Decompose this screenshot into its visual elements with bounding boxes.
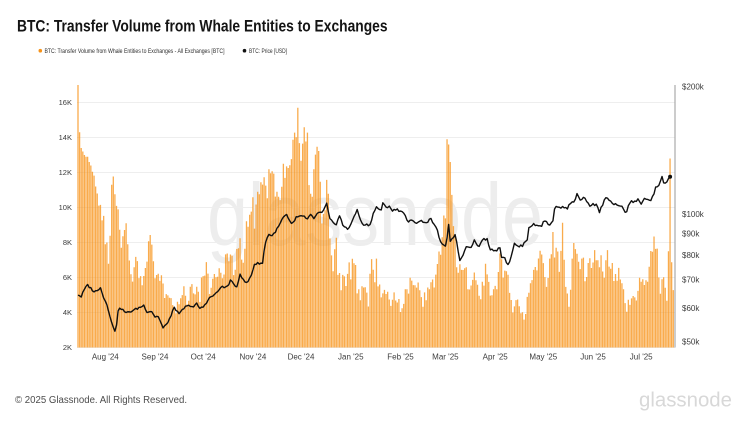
svg-text:May '25: May '25 <box>529 353 557 362</box>
svg-text:Feb '25: Feb '25 <box>387 353 414 362</box>
svg-text:$90k: $90k <box>682 229 700 238</box>
svg-text:6K: 6K <box>63 273 72 282</box>
svg-text:14K: 14K <box>59 133 72 142</box>
svg-text:2K: 2K <box>63 343 72 352</box>
svg-text:$100k: $100k <box>682 210 705 219</box>
svg-text:Aug '24: Aug '24 <box>92 353 119 362</box>
svg-text:12K: 12K <box>59 168 72 177</box>
svg-text:16K: 16K <box>59 98 72 107</box>
svg-text:© 2025 Glassnode. All Rights R: © 2025 Glassnode. All Rights Reserved. <box>15 395 187 406</box>
svg-text:$50k: $50k <box>682 338 700 347</box>
svg-text:4K: 4K <box>63 308 72 317</box>
svg-text:BTC: Transfer Volume from Whal: BTC: Transfer Volume from Whale Entities… <box>17 17 388 36</box>
svg-text:Dec '24: Dec '24 <box>288 353 315 362</box>
svg-text:Mar '25: Mar '25 <box>432 353 459 362</box>
svg-text:$60k: $60k <box>682 304 700 313</box>
svg-text:Sep '24: Sep '24 <box>142 353 169 362</box>
svg-text:BTC: Price [USD]: BTC: Price [USD] <box>249 48 287 55</box>
svg-text:glassnode: glassnode <box>639 390 732 412</box>
svg-text:10K: 10K <box>59 203 72 212</box>
svg-text:BTC: Transfer Volume from Whal: BTC: Transfer Volume from Whale Entities… <box>45 48 225 55</box>
svg-text:Jan '25: Jan '25 <box>338 353 364 362</box>
svg-text:8K: 8K <box>63 238 72 247</box>
svg-text:Jun '25: Jun '25 <box>580 353 606 362</box>
svg-text:$70k: $70k <box>682 276 700 285</box>
svg-text:Oct '24: Oct '24 <box>191 353 217 362</box>
svg-text:Jul '25: Jul '25 <box>630 353 653 362</box>
svg-text:$80k: $80k <box>682 251 700 260</box>
svg-text:Nov '24: Nov '24 <box>239 353 266 362</box>
svg-text:Apr '25: Apr '25 <box>483 353 509 362</box>
svg-text:$200k: $200k <box>682 83 705 92</box>
